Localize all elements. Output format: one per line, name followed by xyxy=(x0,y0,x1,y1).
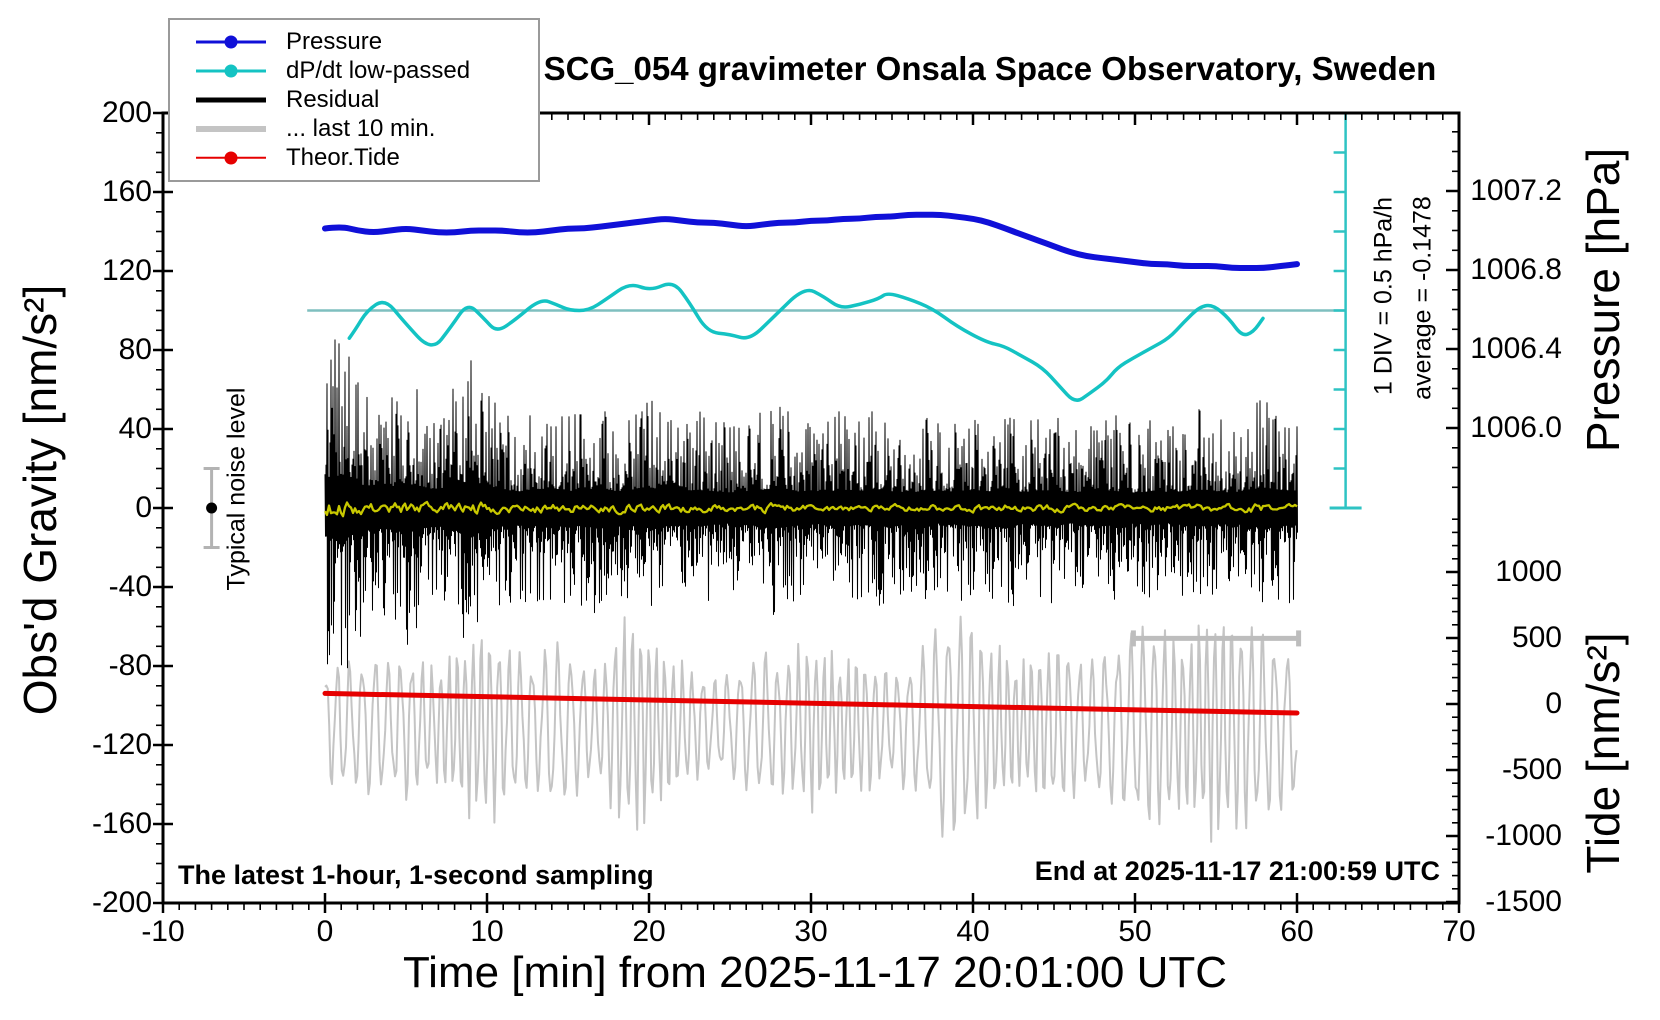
sampling-note: The latest 1-hour, 1-second sampling xyxy=(178,860,654,890)
last10min-line-sample xyxy=(196,122,266,136)
gravity-tick-label: 160 xyxy=(101,175,152,208)
legend-item-pressure: Pressure xyxy=(170,27,538,56)
tide-tick-label: -1000 xyxy=(1485,819,1562,852)
gravity-tick-label: -80 xyxy=(108,649,152,682)
gravity-tick-label: 40 xyxy=(118,412,152,445)
average-label: average = -0.1478 xyxy=(1408,196,1437,400)
pressure-line-sample xyxy=(196,35,266,49)
time-tick-label: 0 xyxy=(316,915,334,948)
legend-item-theortide: Theor.Tide xyxy=(170,143,538,172)
end-time-note: End at 2025-11-17 21:00:59 UTC xyxy=(1034,856,1440,886)
time-tick-label: 40 xyxy=(956,915,990,948)
legend-label: Residual xyxy=(286,85,380,113)
pressure-tick-label: 1006.4 xyxy=(1470,332,1562,365)
time-tick-label: -10 xyxy=(141,915,185,948)
legend-label: Theor.Tide xyxy=(286,143,400,171)
noise-level-dot xyxy=(206,502,218,514)
pressure-tick-label: 1007.2 xyxy=(1470,174,1562,207)
div-scale-label: 1 DIV = 0.5 hPa/h xyxy=(1369,196,1398,396)
legend-item-last10min: ... last 10 min. xyxy=(170,114,538,143)
pressure-tick-label: 1006.8 xyxy=(1470,253,1562,286)
last10min-trace xyxy=(324,615,1298,843)
tide-tick-label: 500 xyxy=(1511,621,1562,654)
time-tick-label: 60 xyxy=(1280,915,1314,948)
x-axis-label: Time [min] from 2025-11-17 20:01:00 UTC xyxy=(402,948,1228,997)
tide-tick-label: 0 xyxy=(1545,687,1562,720)
legend-item-dpdt: dP/dt low-passed xyxy=(170,56,538,85)
time-tick-label: 30 xyxy=(794,915,828,948)
pressure-tick-label: 1006.0 xyxy=(1470,411,1562,444)
gravity-tick-label: 80 xyxy=(118,333,152,366)
gravity-tick-label: 200 xyxy=(101,96,152,129)
legend-item-residual: Residual xyxy=(170,85,538,114)
residual-line-sample xyxy=(196,93,266,107)
legend-label: ... last 10 min. xyxy=(286,114,436,142)
legend-box: Pressure dP/dt low-passed Residual ... l… xyxy=(168,18,540,182)
time-tick-label: 50 xyxy=(1118,915,1152,948)
pressure-axis-label: Pressure [hPa] xyxy=(1577,147,1629,453)
gravity-tick-label: -40 xyxy=(108,570,152,603)
dpdt-line-sample xyxy=(196,64,266,78)
legend-label: dP/dt low-passed xyxy=(286,56,471,84)
time-tick-label: 10 xyxy=(470,915,504,948)
gravity-tick-label: -120 xyxy=(91,728,152,761)
dpdt-curve xyxy=(347,282,1265,402)
gravity-tick-label: -200 xyxy=(91,886,152,919)
pressure-curve xyxy=(322,211,1300,271)
theortide-curve xyxy=(322,690,1300,716)
legend-label: Pressure xyxy=(286,27,383,55)
gravity-tick-label: -160 xyxy=(91,807,152,840)
tide-tick-label: -1500 xyxy=(1485,885,1562,918)
chart-title: SCG_054 gravimeter Onsala Space Observat… xyxy=(543,50,1437,87)
time-tick-label: 70 xyxy=(1442,915,1476,948)
tide-tick-label: 1000 xyxy=(1495,555,1562,588)
tide-tick-label: -500 xyxy=(1501,753,1562,786)
gravity-tick-label: 0 xyxy=(135,491,152,524)
residual-trace xyxy=(324,339,1298,669)
time-tick-label: 20 xyxy=(632,915,666,948)
gravity-tick-label: 120 xyxy=(101,254,152,287)
tide-axis-label: Tide [nm/s²] xyxy=(1577,632,1629,874)
theortide-line-sample xyxy=(196,151,266,165)
residual-lowpass-trace xyxy=(323,500,1298,518)
noise-level-label: Typical noise level xyxy=(222,387,251,591)
